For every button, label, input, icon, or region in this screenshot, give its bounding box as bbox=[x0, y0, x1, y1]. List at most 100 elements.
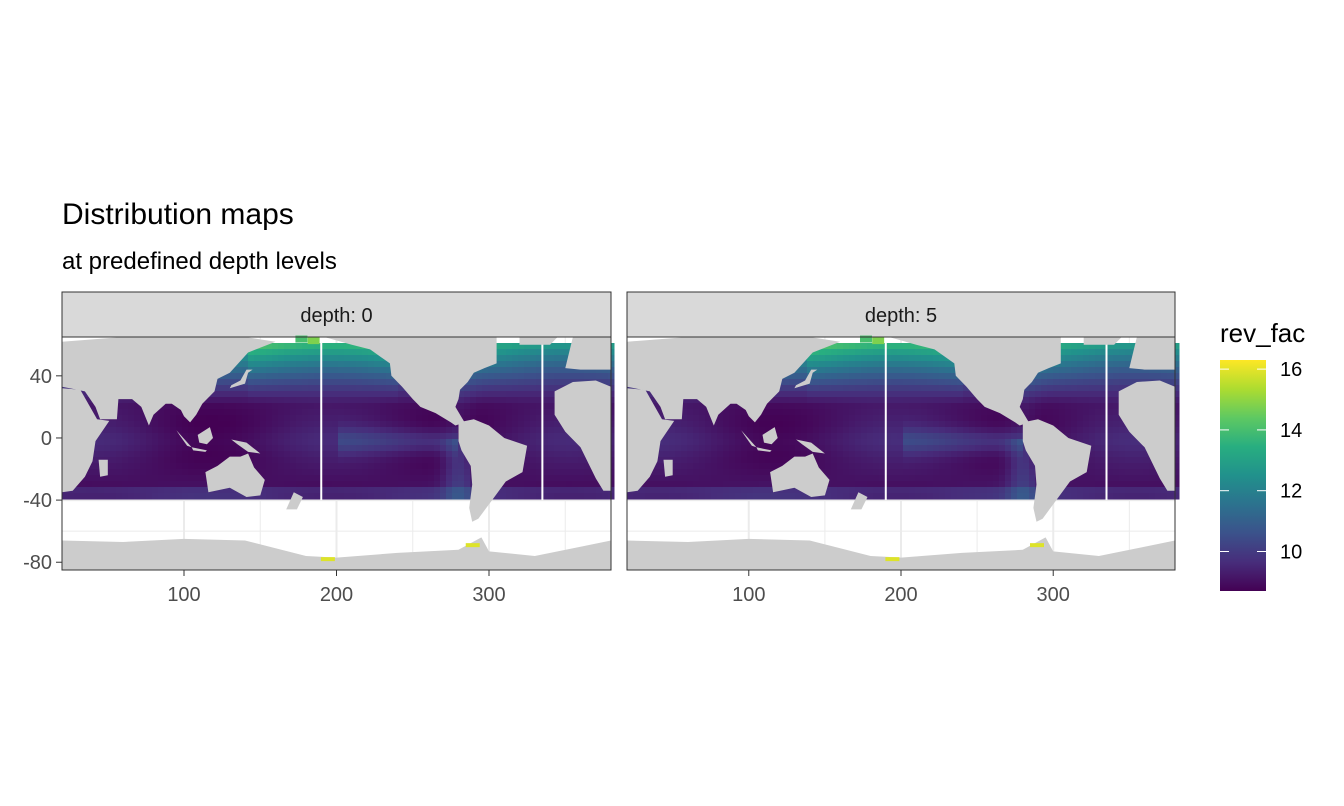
heat-cell bbox=[1059, 373, 1066, 380]
heat-cell bbox=[879, 457, 886, 464]
heat-cell bbox=[801, 433, 808, 440]
heat-cell bbox=[855, 349, 862, 356]
heat-cell bbox=[98, 475, 105, 482]
heat-cell bbox=[164, 487, 171, 494]
heat-cell bbox=[1077, 343, 1084, 350]
heat-cell bbox=[356, 445, 363, 452]
heat-cell bbox=[374, 463, 381, 470]
heat-cell bbox=[699, 463, 706, 470]
heat-cell bbox=[759, 457, 766, 464]
heat-cell bbox=[1083, 493, 1090, 500]
heat-cell bbox=[320, 487, 327, 494]
heat-cell bbox=[308, 391, 315, 398]
heat-cell bbox=[819, 409, 826, 416]
heat-cell bbox=[921, 433, 928, 440]
heat-cell bbox=[542, 433, 549, 440]
heat-cell bbox=[1101, 391, 1108, 398]
heat-cell bbox=[236, 403, 243, 410]
heat-cell bbox=[170, 487, 177, 494]
heat-cell bbox=[482, 391, 489, 398]
heat-cell bbox=[1155, 373, 1162, 380]
heat-cell bbox=[284, 391, 291, 398]
heat-cell bbox=[254, 355, 261, 362]
heat-cell bbox=[1113, 445, 1120, 452]
heat-cell bbox=[951, 379, 958, 386]
heat-cell bbox=[302, 457, 309, 464]
heat-cell bbox=[182, 475, 189, 482]
heat-cell bbox=[524, 439, 531, 446]
heat-cell bbox=[248, 421, 255, 428]
heat-cell bbox=[98, 445, 105, 452]
heat-cell bbox=[398, 409, 405, 416]
heat-cell bbox=[1077, 409, 1084, 416]
heat-cell bbox=[518, 355, 525, 362]
heat-cell bbox=[416, 493, 423, 500]
heat-cell bbox=[212, 427, 219, 434]
heat-cell bbox=[314, 427, 321, 434]
heat-cell bbox=[669, 439, 676, 446]
heat-cell bbox=[1101, 355, 1108, 362]
heat-cell bbox=[338, 415, 345, 422]
heat-cell bbox=[332, 475, 339, 482]
heat-cell bbox=[326, 433, 333, 440]
heat-cell bbox=[1167, 373, 1174, 380]
heat-cell bbox=[957, 457, 964, 464]
heat-cell bbox=[206, 451, 213, 458]
heat-cell bbox=[663, 487, 670, 494]
legend-tick-label: 16 bbox=[1280, 359, 1302, 381]
heat-cell bbox=[308, 475, 315, 482]
heat-cell bbox=[170, 493, 177, 500]
heat-cell bbox=[897, 367, 904, 374]
heat-cell bbox=[903, 397, 910, 404]
heat-cell bbox=[729, 421, 736, 428]
heat-cell bbox=[1089, 355, 1096, 362]
heat-cell bbox=[530, 481, 537, 488]
heat-cell bbox=[717, 439, 724, 446]
land-mass bbox=[1118, 380, 1175, 491]
heat-cell bbox=[530, 373, 537, 380]
heat-cell bbox=[795, 487, 802, 494]
heat-cell bbox=[398, 445, 405, 452]
heat-cell bbox=[831, 475, 838, 482]
heat-cell bbox=[422, 445, 429, 452]
heat-cell bbox=[386, 391, 393, 398]
heat-cell bbox=[909, 361, 916, 368]
heat-cell bbox=[843, 439, 850, 446]
heat-cell bbox=[482, 415, 489, 422]
heat-cell bbox=[440, 421, 447, 428]
heat-cell bbox=[338, 367, 345, 374]
heat-cell bbox=[308, 403, 315, 410]
heat-cell bbox=[693, 493, 700, 500]
heat-cell bbox=[200, 463, 207, 470]
heat-cell bbox=[777, 415, 784, 422]
heat-cell bbox=[296, 409, 303, 416]
heat-cell bbox=[374, 355, 381, 362]
heat-cell bbox=[801, 421, 808, 428]
heat-cell bbox=[909, 427, 916, 434]
heat-cell bbox=[699, 439, 706, 446]
heat-cell bbox=[1017, 463, 1024, 470]
heat-cell bbox=[855, 475, 862, 482]
heat-cell bbox=[1119, 457, 1126, 464]
heat-cell bbox=[927, 475, 934, 482]
heat-cell bbox=[170, 475, 177, 482]
heat-cell bbox=[272, 415, 279, 422]
heat-cell bbox=[170, 403, 177, 410]
heat-cell bbox=[110, 463, 117, 470]
heat-cell bbox=[302, 403, 309, 410]
heat-cell bbox=[536, 475, 543, 482]
heat-cell bbox=[392, 415, 399, 422]
heat-cell bbox=[963, 445, 970, 452]
heat-cell bbox=[951, 433, 958, 440]
heat-cell bbox=[1083, 397, 1090, 404]
heat-cell bbox=[122, 403, 129, 410]
heat-cell bbox=[669, 487, 676, 494]
heat-cell bbox=[873, 367, 880, 374]
heat-cell bbox=[548, 391, 555, 398]
heat-cell bbox=[338, 493, 345, 500]
legend-tick-label: 14 bbox=[1280, 420, 1302, 442]
heat-cell bbox=[855, 451, 862, 458]
heat-cell bbox=[921, 427, 928, 434]
heat-cell bbox=[452, 439, 459, 446]
heat-cell bbox=[867, 343, 874, 350]
